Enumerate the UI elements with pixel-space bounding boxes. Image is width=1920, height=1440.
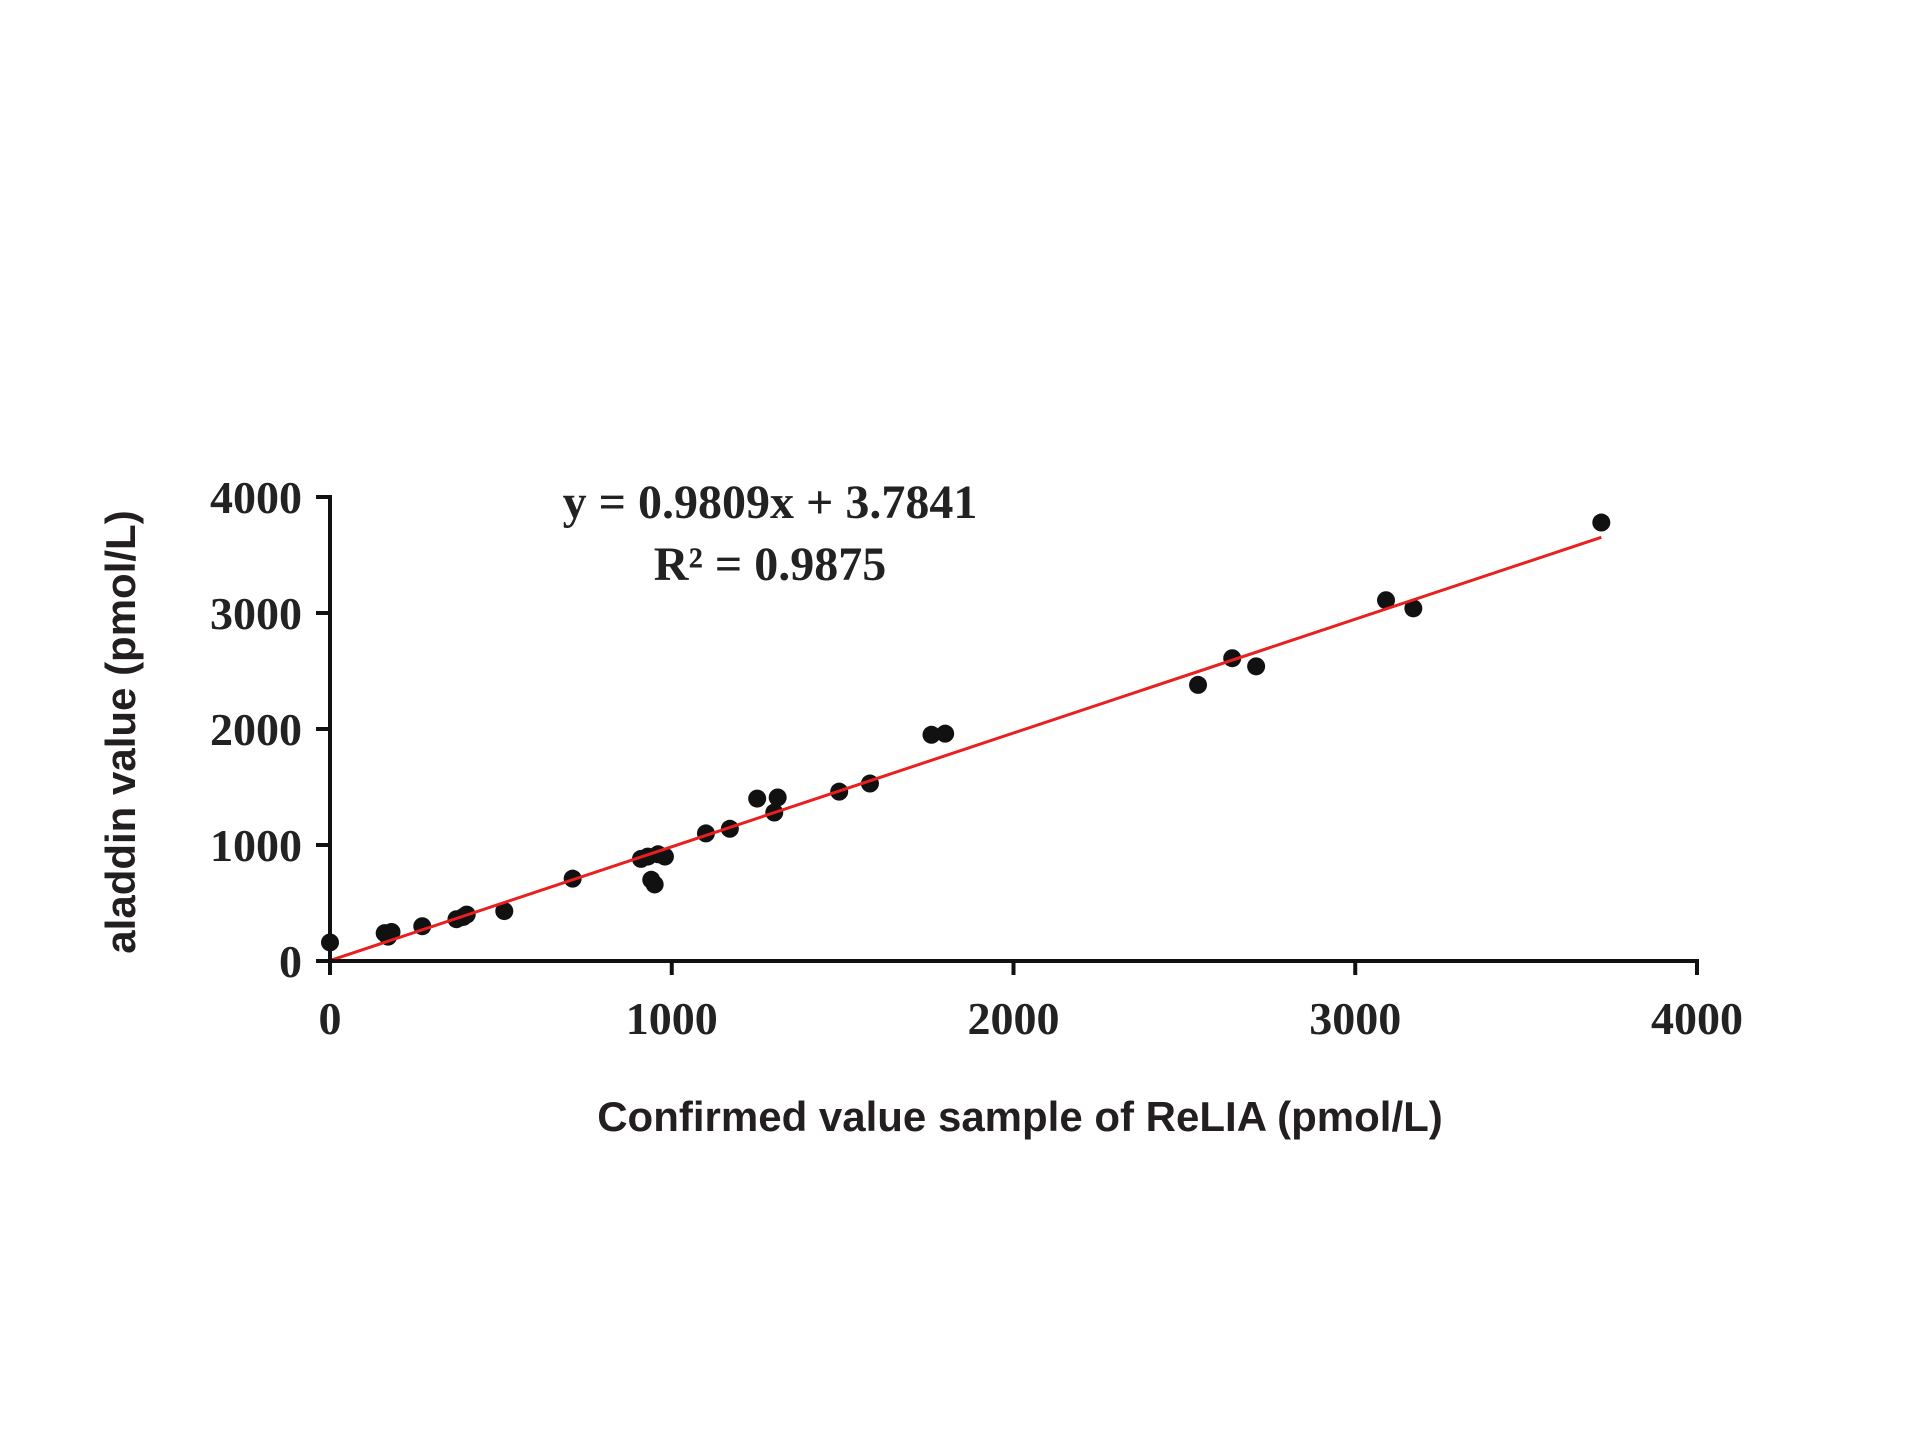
data-point <box>922 725 941 744</box>
x-tick-label: 4000 <box>1651 993 1743 1044</box>
y-axis-ticks: 0 1000 2000 3000 4000 <box>210 472 330 987</box>
data-point <box>382 923 401 941</box>
data-point <box>1404 599 1423 618</box>
data-point <box>495 902 514 921</box>
y-axis-title: aladdin value (pmol/L) <box>97 510 144 953</box>
trend-line <box>329 535 1602 962</box>
data-point <box>1247 657 1266 676</box>
data-point <box>748 789 767 808</box>
data-point <box>768 788 787 807</box>
y-tick-label: 3000 <box>210 588 302 639</box>
x-axis-ticks: 0 1000 2000 3000 4000 <box>319 961 1743 1044</box>
data-point <box>645 875 664 894</box>
y-tick-label: 4000 <box>210 472 302 523</box>
data-point <box>1592 513 1611 532</box>
x-axis-title: Confirmed value sample of ReLIA (pmol/L) <box>597 1093 1443 1140</box>
data-point <box>936 724 955 743</box>
data-point <box>1377 591 1396 610</box>
x-tick-label: 0 <box>319 993 342 1044</box>
x-tick-label: 1000 <box>626 993 718 1044</box>
r-squared-label: R² = 0.9875 <box>654 538 886 591</box>
y-tick-label: 2000 <box>210 704 302 755</box>
data-point <box>1189 675 1208 694</box>
x-tick-label: 2000 <box>968 993 1060 1044</box>
y-tick-label: 0 <box>279 936 302 987</box>
x-tick-label: 3000 <box>1309 993 1401 1044</box>
plot-area <box>321 513 1611 962</box>
y-tick-label: 1000 <box>210 820 302 871</box>
equation-label: y = 0.9809x + 3.7841 <box>563 476 978 529</box>
